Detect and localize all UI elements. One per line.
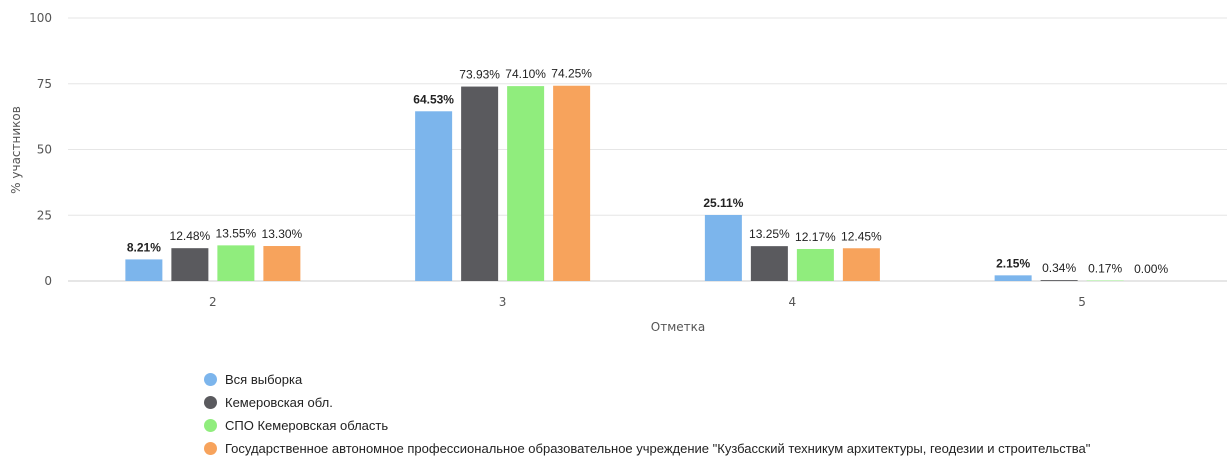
legend-label: СПО Кемеровская область xyxy=(225,418,388,433)
data-label: 13.25% xyxy=(749,227,790,241)
data-label: 0.17% xyxy=(1088,262,1122,276)
bar xyxy=(995,275,1032,281)
chart-legend: Вся выборка Кемеровская обл. СПО Кемеровск… xyxy=(204,368,1090,460)
y-tick-label: 50 xyxy=(37,143,52,157)
data-label: 0.34% xyxy=(1042,261,1076,275)
bar xyxy=(751,246,788,281)
legend-item[interactable]: Вся выборка xyxy=(204,368,1090,391)
data-label: 8.21% xyxy=(127,240,161,254)
data-label: 2.15% xyxy=(996,256,1030,270)
y-tick-label: 0 xyxy=(44,274,52,288)
legend-label: Вся выборка xyxy=(225,372,302,387)
bar xyxy=(217,245,254,281)
data-label: 12.45% xyxy=(841,229,882,243)
bar xyxy=(507,86,544,281)
x-tick-label: 4 xyxy=(789,295,797,309)
x-tick-label: 3 xyxy=(499,295,507,309)
grid-lines xyxy=(68,18,1227,281)
x-tick-label: 2 xyxy=(209,295,217,309)
x-axis-ticks: 2 3 4 5 xyxy=(209,295,1086,309)
legend-marker xyxy=(204,373,217,386)
bar xyxy=(171,248,208,281)
bar xyxy=(553,86,590,281)
data-label: 74.25% xyxy=(551,67,592,81)
y-tick-label: 100 xyxy=(29,11,52,25)
data-label: 12.48% xyxy=(170,229,211,243)
legend-marker xyxy=(204,396,217,409)
bar xyxy=(263,246,300,281)
bar xyxy=(461,87,498,281)
x-tick-label: 5 xyxy=(1078,295,1086,309)
bar xyxy=(843,248,880,281)
data-label: 13.30% xyxy=(262,227,303,241)
data-label: 73.93% xyxy=(459,68,500,82)
bar xyxy=(415,111,452,281)
x-axis-title: Отметка xyxy=(651,320,705,334)
legend-label: Государственное автономное профессиональ… xyxy=(225,441,1090,456)
data-label: 74.10% xyxy=(505,67,546,81)
legend-marker xyxy=(204,419,217,432)
bar xyxy=(797,249,834,281)
y-axis-title: % участников xyxy=(9,106,23,194)
data-label: 25.11% xyxy=(703,196,743,210)
data-label: 12.17% xyxy=(795,230,836,244)
data-label: 0.00% xyxy=(1134,262,1168,276)
y-tick-label: 25 xyxy=(37,208,52,222)
y-tick-label: 75 xyxy=(37,77,52,91)
data-labels: 8.21% 12.48% 13.55% 13.30% 64.53% 73.93% 74.10… xyxy=(127,67,1169,276)
legend-item[interactable]: Государственное автономное профессиональ… xyxy=(204,437,1090,460)
legend-marker xyxy=(204,442,217,455)
data-label: 64.53% xyxy=(413,92,454,106)
bar xyxy=(705,215,742,281)
bar xyxy=(125,259,162,281)
data-label: 13.55% xyxy=(216,226,257,240)
legend-item[interactable]: СПО Кемеровская область xyxy=(204,414,1090,437)
legend-item[interactable]: Кемеровская обл. xyxy=(204,391,1090,414)
y-axis-ticks: 0 25 50 75 100 xyxy=(29,11,52,288)
bars xyxy=(125,86,1123,281)
legend-label: Кемеровская обл. xyxy=(225,395,333,410)
bar xyxy=(1041,280,1078,281)
